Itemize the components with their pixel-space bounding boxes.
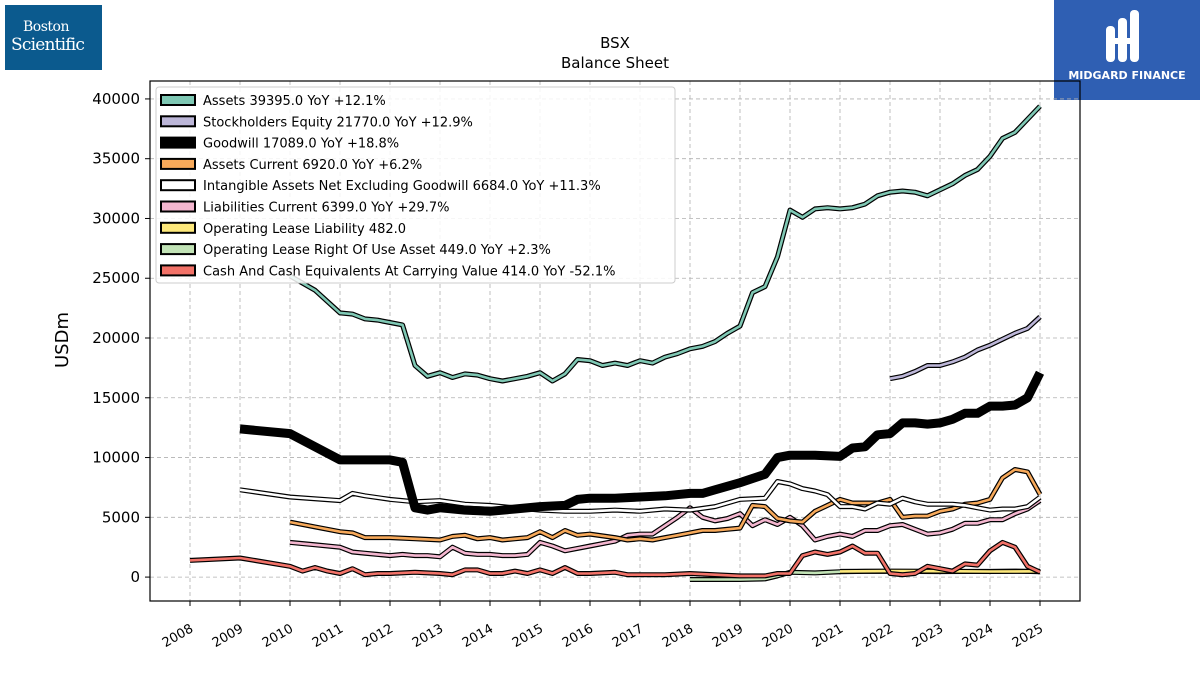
x-tick-label: 2021 [810,621,846,651]
legend-swatch [160,115,196,128]
y-tick-label: 15000 [92,389,140,407]
y-tick-label: 25000 [92,269,140,287]
legend-swatch [160,200,196,213]
series-layer [189,104,1045,582]
x-tick-label: 2013 [410,621,446,651]
series-line [189,541,1041,578]
legend-entry: Operating Lease Right Of Use Asset 449.0… [160,243,551,258]
x-tick-label: 2025 [1010,621,1046,651]
y-tick-label: 10000 [92,449,140,467]
logo-line-1: Boston [23,19,69,35]
series-stockholders-equity [889,315,1042,382]
x-axis: 2008 2009 2010 2011 2012 2013 2014 2015 2016 2017… [160,601,1046,651]
legend: Assets 39395.0 YoY +12.1% Stockholders Eq… [155,86,676,284]
legend-entry: Stockholders Equity 21770.0 YoY +12.9% [160,115,473,130]
y-tick-label: 35000 [92,150,140,168]
series-line [889,315,1041,380]
series-assets-current [289,467,1043,543]
legend-swatch [160,136,196,149]
x-tick-label: 2024 [960,621,996,651]
legend-entry: Operating Lease Liability 482.0 [160,221,406,237]
legend-box [155,86,676,284]
y-tick-label: 0 [130,568,140,586]
legend-entry: Assets 39395.0 YoY +12.1% [160,94,386,109]
legend-swatch [160,157,196,170]
y-axis-label: USDm [52,312,73,368]
series-line [239,480,1041,513]
legend-entry: Cash And Cash Equivalents At Carrying Va… [160,264,615,279]
legend-swatch [160,243,196,256]
boston-scientific-logo: Boston Scientific [5,5,102,70]
series-goodwill [239,370,1045,516]
midgard-emblem-icon [1106,10,1139,62]
x-tick-label: 2022 [860,621,896,651]
x-tick-label: 2017 [610,621,646,651]
x-tick-label: 2014 [460,621,496,651]
x-tick-label: 2023 [910,621,946,651]
series-line [289,468,1042,542]
x-tick-label: 2011 [310,621,346,651]
series-liabilities-current [289,498,1042,560]
x-tick-label: 2019 [710,621,746,651]
legend-label: Goodwill 17089.0 YoY +18.8% [203,137,399,152]
y-axis: 0 5000 10000 15000 20000 25000 30000 35000 40000 [92,90,150,586]
legend-label: Cash And Cash Equivalents At Carrying Va… [203,264,615,279]
legend-swatch [160,221,196,234]
legend-swatch [160,264,196,277]
y-tick-label: 30000 [92,209,140,227]
legend-label: Liabilities Current 6399.0 YoY +29.7% [203,201,450,216]
midgard-finance-logo: MIDGARD FINANCE [1054,0,1200,100]
logo-line-2: Scientific [11,35,85,55]
series-line [239,370,1045,516]
legend-label: Stockholders Equity 21770.0 YoY +12.9% [203,115,473,130]
x-tick-label: 2008 [160,621,196,651]
brand-name: MIDGARD FINANCE [1068,69,1186,82]
y-tick-label: 5000 [102,508,140,526]
x-tick-label: 2009 [210,621,246,651]
y-tick-label: 20000 [92,329,140,347]
legend-label: Assets 39395.0 YoY +12.1% [203,94,386,109]
x-tick-label: 2010 [260,621,296,651]
series-assets [288,104,1042,384]
series-intangible-assets-net-excluding-goodwill [239,479,1042,514]
legend-entry: Goodwill 17089.0 YoY +18.8% [160,136,399,152]
y-tick-label: 40000 [92,90,140,108]
x-tick-label: 2020 [760,621,796,651]
series-cash-and-cash-equivalents-at-carrying-value [189,539,1042,579]
x-tick-label: 2018 [660,621,696,651]
legend-label: Assets Current 6920.0 YoY +6.2% [203,158,422,173]
legend-swatch [160,179,196,192]
series-outline [889,315,1042,382]
x-tick-label: 2012 [360,621,396,651]
series-line [289,105,1041,383]
legend-label: Operating Lease Right Of Use Asset 449.0… [203,243,551,258]
x-tick-label: 2015 [510,621,546,651]
x-tick-label: 2016 [560,621,596,651]
legend-entry: Intangible Assets Net Excluding Goodwill… [160,179,601,194]
legend-label: Intangible Assets Net Excluding Goodwill… [203,179,601,194]
legend-label: Operating Lease Liability 482.0 [203,222,406,237]
legend-entry: Assets Current 6920.0 YoY +6.2% [160,157,422,173]
legend-swatch [160,94,196,106]
series-line [289,499,1041,559]
legend-entry: Liabilities Current 6399.0 YoY +29.7% [160,200,450,216]
chart-title: BSX [600,34,630,52]
plot-frame [149,80,1081,602]
chart-subtitle: Balance Sheet [561,54,669,72]
